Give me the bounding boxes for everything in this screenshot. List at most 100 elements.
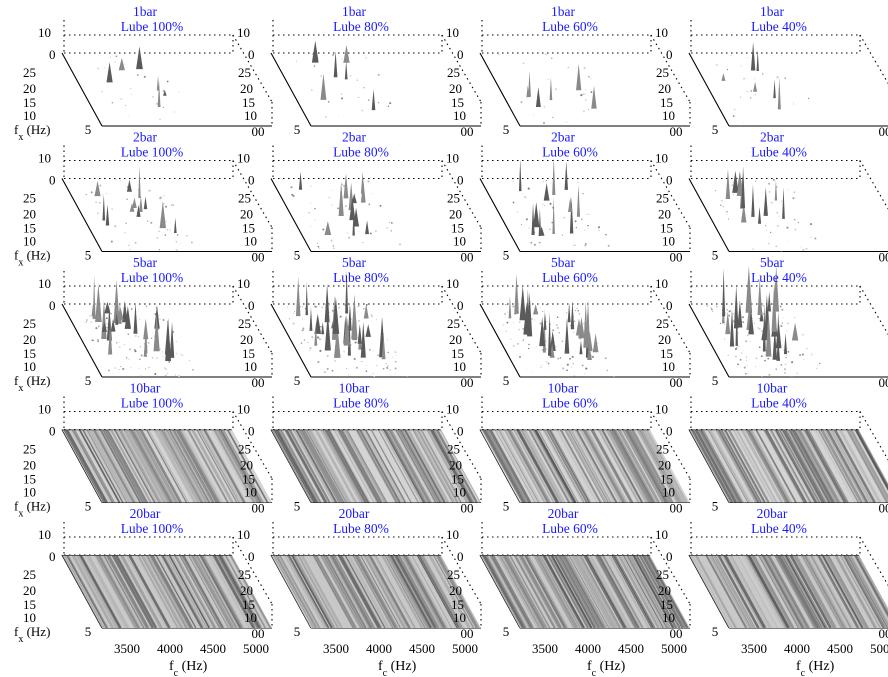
panel-surface: [689, 555, 888, 628]
edge-tick-label: 5: [294, 122, 301, 137]
edge-tick-label: 00: [461, 626, 474, 641]
panel-title-pressure: 10bar: [130, 381, 161, 396]
edge-tick-label: 5: [503, 248, 510, 263]
edge-tick-label: 5: [85, 499, 92, 514]
depth-tick-label: 10: [662, 234, 675, 249]
x-tick-label: 5000: [870, 641, 888, 656]
depth-tick-label: 20: [240, 332, 253, 347]
z-tick-label: 10: [655, 527, 668, 542]
panel-grid-back: [63, 145, 233, 180]
panel-surface: [271, 429, 481, 503]
panel-surface: [689, 429, 888, 503]
z-tick-label: 10: [38, 151, 51, 166]
depth-tick-label: 15: [23, 597, 36, 612]
depth-tick-label: 10: [23, 610, 36, 625]
z-tick-label: 10: [655, 25, 668, 40]
depth-tick-label: 15: [660, 95, 673, 110]
panel-surface: [502, 304, 615, 377]
depth-tick-label: 15: [660, 597, 673, 612]
panel-axes: [479, 303, 690, 378]
depth-tick-label: 15: [23, 221, 36, 236]
panel-title-lube: Lube 80%: [333, 521, 389, 536]
panel-surface: [97, 55, 180, 120]
z-tick-label: 0: [666, 173, 673, 188]
x-tick-label: 4500: [409, 641, 435, 656]
depth-tick-label: 10: [244, 485, 257, 500]
edge-tick-label: 00: [461, 501, 474, 516]
depth-tick-label: 10: [662, 610, 675, 625]
y-axis-label: fx (Hz): [14, 499, 50, 520]
z-tick-label: 0: [248, 298, 255, 313]
z-tick-label: 0: [49, 549, 56, 564]
panel-grid-back: [63, 20, 233, 54]
z-tick-label: 0: [49, 173, 56, 188]
z-tick-label: 0: [666, 549, 673, 564]
edge-tick-label: 00: [252, 626, 265, 641]
panel-axes: [688, 178, 888, 253]
depth-tick-label: 10: [23, 359, 36, 374]
panel-surface: [62, 429, 272, 503]
depth-tick-label: 25: [23, 442, 36, 457]
panel-surface: [296, 53, 392, 118]
depth-tick-label: 15: [242, 597, 255, 612]
depth-tick-label: 20: [23, 458, 36, 473]
z-tick-label: 10: [237, 527, 250, 542]
depth-tick-label: 20: [23, 81, 36, 96]
panel-axes: [61, 52, 272, 127]
depth-tick-label: 10: [244, 610, 257, 625]
panel-axes: [270, 303, 481, 378]
edge-tick-label: 00: [461, 250, 474, 265]
panel-title-lube: Lube 80%: [333, 145, 389, 160]
panel-title-lube: Lube 100%: [121, 19, 184, 34]
depth-tick-label: 20: [449, 583, 462, 598]
x-tick-label: 4000: [575, 641, 601, 656]
panel-surface: [715, 55, 810, 124]
z-tick-label: 0: [666, 298, 673, 313]
edge-tick-label: 00: [670, 375, 683, 390]
edge-tick-label: 00: [670, 626, 683, 641]
panel-title-pressure: 2bar: [551, 130, 575, 145]
x-axis-label: fc (Hz): [378, 659, 417, 677]
z-tick-label: 0: [666, 47, 673, 62]
depth-tick-label: 10: [662, 108, 675, 123]
panel-title-pressure: 10bar: [548, 381, 579, 396]
panel-axes: [479, 52, 690, 127]
depth-tick-label: 15: [451, 472, 464, 487]
panel-title-lube: Lube 40%: [751, 19, 807, 34]
depth-tick-label: 10: [662, 359, 675, 374]
z-tick-label: 0: [49, 47, 56, 62]
z-tick-label: 0: [248, 549, 255, 564]
z-tick-label: 0: [457, 173, 464, 188]
edge-tick-label: 00: [252, 375, 265, 390]
panel-surface: [512, 180, 610, 247]
depth-tick-label: 20: [449, 458, 462, 473]
depth-tick-label: 20: [240, 81, 253, 96]
x-axis-label: fc (Hz): [796, 659, 835, 677]
depth-tick-label: 10: [453, 610, 466, 625]
edge-tick-label: 00: [879, 626, 888, 641]
panel-title-lube: Lube 40%: [751, 521, 807, 536]
panel-grid-back: [272, 271, 442, 305]
panel-title-pressure: 2bar: [342, 130, 366, 145]
panel-axes: [688, 303, 888, 378]
edge-tick-label: 5: [503, 373, 510, 388]
depth-tick-label: 10: [23, 485, 36, 500]
depth-tick-label: 15: [660, 221, 673, 236]
x-tick-label: 3500: [323, 641, 349, 656]
panel-grid-back: [481, 145, 651, 180]
panel-grid: [691, 34, 888, 85]
depth-tick-label: 15: [660, 472, 673, 487]
x-tick-label: 3500: [532, 641, 558, 656]
depth-tick-label: 10: [244, 234, 257, 249]
z-tick-label: 10: [38, 276, 51, 291]
depth-tick-label: 25: [656, 316, 669, 331]
depth-tick-label: 20: [23, 583, 36, 598]
panel-title-lube: Lube 100%: [121, 270, 184, 285]
